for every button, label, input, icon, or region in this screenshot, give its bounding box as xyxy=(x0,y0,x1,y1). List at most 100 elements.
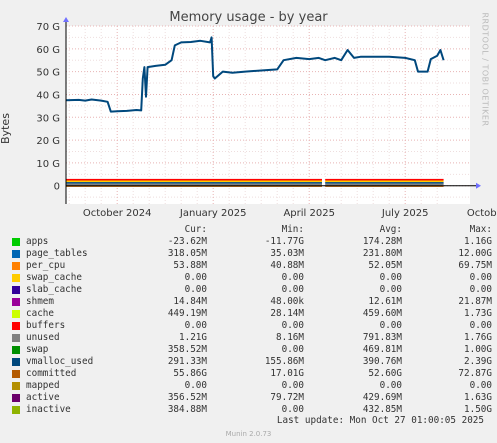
legend-series-name: unused xyxy=(26,332,60,343)
legend-row-page-tables: page_tables 318.05M 35.03M 231.80M 12.00G xyxy=(12,248,492,260)
legend-row-active: active 356.52M 79.72M 429.69M 1.63G xyxy=(12,392,492,404)
legend-swatch xyxy=(12,358,20,366)
legend-series-name: swap_cache xyxy=(26,272,82,283)
plot-area xyxy=(66,26,470,204)
legend-max: 0.00 xyxy=(469,284,492,295)
legend-min: 40.88M xyxy=(270,260,304,271)
y-tick-labels: 0 10 G 20 G 30 G 40 G 50 G 60 G 70 G xyxy=(36,22,60,193)
legend-max: 69.75M xyxy=(458,260,492,271)
y-tick-label: 0 xyxy=(54,182,60,193)
legend-swatch xyxy=(12,406,20,414)
series-layer xyxy=(65,36,445,113)
legend-avg: 429.69M xyxy=(362,392,402,403)
legend-min: 8.16M xyxy=(276,332,304,343)
legend-series-name: buffers xyxy=(26,320,66,331)
grid-lines xyxy=(66,25,470,204)
band-strip xyxy=(66,178,322,181)
legend-min: 0.00 xyxy=(281,320,304,331)
legend-min: 0.00 xyxy=(281,404,304,415)
legend-min: 0.00 xyxy=(281,284,304,295)
munin-version: Munin 2.0.73 xyxy=(225,430,272,438)
legend-avg: 469.81M xyxy=(362,344,402,355)
legend-avg: 791.83M xyxy=(362,332,402,343)
legend-header-min: Min: xyxy=(281,224,304,235)
legend-cur: -23.62M xyxy=(167,236,207,247)
legend-cur: 356.52M xyxy=(167,392,207,403)
legend-cur: 291.33M xyxy=(167,356,207,367)
x-tick-label: October 2024 xyxy=(83,208,152,219)
legend-max: 0.00 xyxy=(469,320,492,331)
band-strip xyxy=(66,183,322,186)
legend-cur: 0.00 xyxy=(184,320,207,331)
x-tick-label: April 2025 xyxy=(283,208,334,219)
band-strip xyxy=(325,182,444,184)
legend-row-cache: cache 449.19M 28.14M 459.60M 1.73G xyxy=(12,308,492,320)
legend-avg: 0.00 xyxy=(379,380,402,391)
legend-max: 1.16G xyxy=(464,236,492,247)
legend-swatch xyxy=(12,310,20,318)
legend-row-mapped: mapped 0.00 0.00 0.00 0.00 xyxy=(12,380,492,392)
y-tick-label: 50 G xyxy=(36,68,60,79)
legend-max: 21.87M xyxy=(458,296,492,307)
legend-row-unused: unused 1.21G 8.16M 791.83M 1.76G xyxy=(12,332,492,344)
y-tick-label: 30 G xyxy=(36,113,60,124)
legend-cur: 1.21G xyxy=(179,332,207,343)
legend-header: Cur: Min: Avg: Max: xyxy=(12,224,492,236)
legend-series-name: swap xyxy=(26,344,49,355)
legend-avg: 231.80M xyxy=(362,248,402,259)
chart-title: Memory usage - by year xyxy=(169,10,328,25)
legend-series-name: apps xyxy=(26,236,49,247)
legend-cur: 384.88M xyxy=(167,404,207,415)
legend-min: 0.00 xyxy=(281,272,304,283)
legend-avg: 12.61M xyxy=(368,296,402,307)
chart-plot: 0 10 G 20 G 30 G 40 G 50 G 60 G 70 G October 20… xyxy=(36,17,497,219)
legend-swatch xyxy=(12,382,20,390)
legend-avg: 0.00 xyxy=(379,284,402,295)
legend-max: 1.00G xyxy=(464,344,492,355)
x-tick-label: July 2025 xyxy=(381,208,429,219)
legend-cur: 0.00 xyxy=(184,380,207,391)
legend-avg: 390.76M xyxy=(362,356,402,367)
legend-cur: 449.19M xyxy=(167,308,207,319)
y-tick-label: 10 G xyxy=(36,159,60,170)
legend-max: 1.76G xyxy=(464,332,492,343)
y-tick-label: 60 G xyxy=(36,45,60,56)
legend-min: 48.00k xyxy=(270,296,304,307)
legend-series-name: committed xyxy=(26,368,77,379)
band-strip xyxy=(325,178,444,181)
legend-avg: 0.00 xyxy=(379,320,402,331)
legend-min: 28.14M xyxy=(270,308,304,319)
legend-header-max: Max: xyxy=(469,224,492,235)
legend-row-apps: apps -23.62M -11.77G 174.28M 1.16G xyxy=(12,236,492,248)
legend-max: 0.00 xyxy=(469,272,492,283)
legend-series-name: slab_cache xyxy=(26,284,82,295)
last-update: Last update: Mon Oct 27 01:00:05 2025 xyxy=(276,415,484,426)
band-strip xyxy=(66,180,322,183)
band-strip xyxy=(66,182,322,184)
legend-row-buffers: buffers 0.00 0.00 0.00 0.00 xyxy=(12,320,492,332)
legend-max: 2.39G xyxy=(464,356,492,367)
x-tick-label: October 2025 xyxy=(467,208,497,219)
legend-min: 0.00 xyxy=(281,380,304,391)
x-tick-labels: October 2024 January 2025 April 2025 July 2… xyxy=(83,208,497,219)
legend-series-name: mapped xyxy=(26,380,60,391)
legend-series-name: page_tables xyxy=(26,248,88,259)
legend-row-inactive: inactive 384.88M 0.00 432.85M 1.50G xyxy=(12,404,492,416)
legend-min: 79.72M xyxy=(270,392,304,403)
legend-row-committed: committed 55.86G 17.01G 52.60G 72.87G xyxy=(12,368,492,380)
legend-row-slab-cache: slab_cache 0.00 0.00 0.00 0.00 xyxy=(12,284,492,296)
legend-swatch xyxy=(12,298,20,306)
legend-min: 155.86M xyxy=(264,356,304,367)
legend-max: 12.00G xyxy=(458,248,492,259)
y-tick-label: 40 G xyxy=(36,90,60,101)
y-axis-arrow xyxy=(63,17,69,22)
series-line-committed xyxy=(65,36,445,113)
legend-swatch xyxy=(12,262,20,270)
legend-swatch xyxy=(12,250,20,258)
legend-cur: 55.86G xyxy=(173,368,207,379)
legend-cur: 318.05M xyxy=(167,248,207,259)
legend-min: 0.00 xyxy=(281,344,304,355)
band-strip xyxy=(325,180,444,183)
legend-series-name: inactive xyxy=(26,404,71,415)
